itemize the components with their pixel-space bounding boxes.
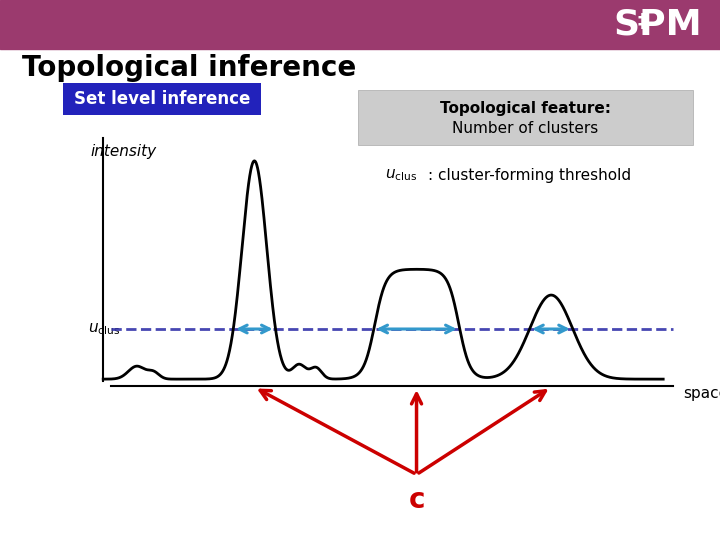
Text: : cluster-forming threshold: : cluster-forming threshold [428,168,631,183]
Text: c: c [408,486,425,514]
Text: space: space [683,386,720,401]
Bar [0,0,720,49]
Text: Topological inference: Topological inference [22,53,356,82]
FancyBboxPatch shape [358,90,693,145]
Text: Topological feature:: Topological feature: [440,101,611,116]
Text: SPM: SPM [613,8,702,41]
Text: $u_\mathrm{clus}$: $u_\mathrm{clus}$ [385,167,418,184]
Text: ‡: ‡ [637,12,647,31]
Text: intensity: intensity [91,144,157,159]
Text: Number of clusters: Number of clusters [452,122,599,136]
Text: Set level inference: Set level inference [74,90,250,108]
FancyBboxPatch shape [63,83,261,115]
Text: $u_\mathrm{clus}$: $u_\mathrm{clus}$ [88,321,120,337]
